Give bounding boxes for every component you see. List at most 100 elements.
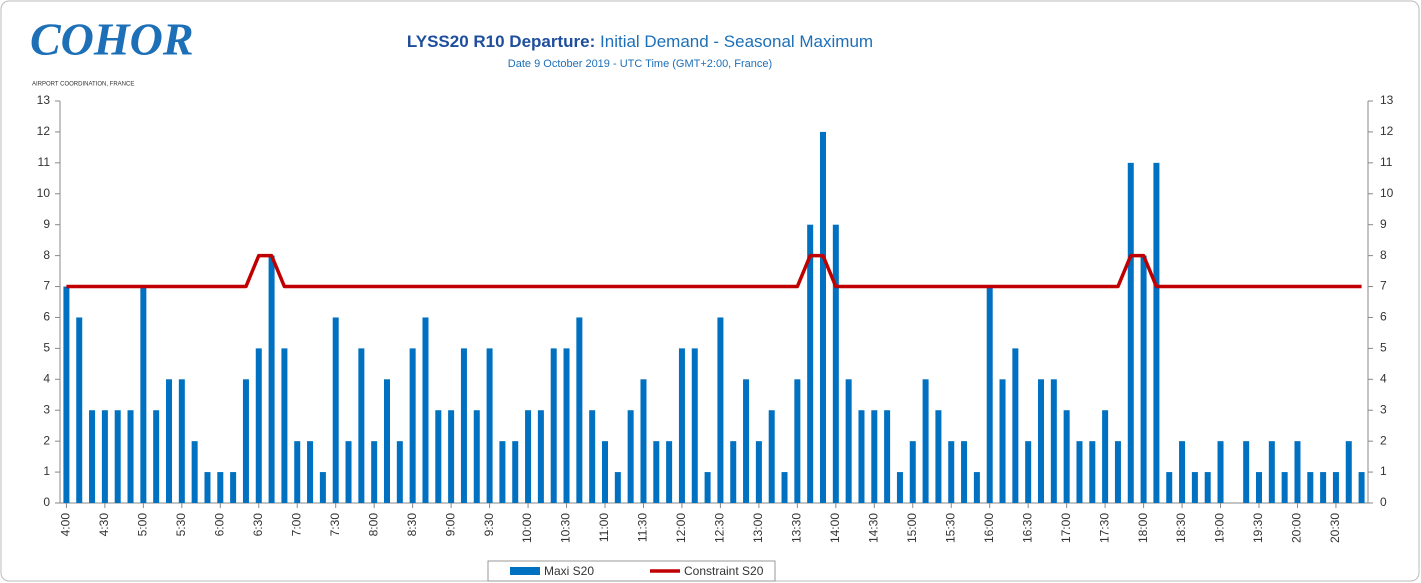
- bar: [704, 472, 711, 503]
- bar: [691, 348, 698, 503]
- y2-tick-label: 4: [1380, 371, 1387, 385]
- x-tick-label: 11:30: [636, 513, 650, 542]
- bar: [166, 379, 172, 503]
- y-tick-label: 8: [43, 248, 50, 262]
- bar: [845, 379, 852, 503]
- bar: [319, 472, 326, 503]
- y-tick-label: 12: [37, 124, 51, 138]
- y-tick-label: 10: [37, 186, 51, 200]
- y-tick-label: 6: [43, 310, 50, 324]
- y-tick-label: 5: [43, 341, 50, 355]
- bar: [781, 472, 788, 503]
- y2-tick-label: 12: [1380, 124, 1394, 138]
- bar: [191, 441, 198, 503]
- x-tick-label: 7:00: [289, 513, 303, 537]
- bar: [525, 410, 532, 503]
- bar: [1345, 441, 1352, 503]
- bar: [550, 348, 557, 503]
- x-tick-label: 19:00: [1213, 513, 1227, 543]
- x-tick-label: 11:00: [597, 513, 611, 542]
- bar: [448, 410, 455, 503]
- x-tick-label: 7:30: [328, 513, 342, 537]
- bar: [1089, 441, 1096, 503]
- bar: [717, 317, 724, 503]
- bar: [1038, 379, 1044, 503]
- x-tick-label: 4:30: [97, 513, 111, 537]
- legend-box: [487, 560, 776, 582]
- x-tick-label: 10:30: [559, 513, 573, 543]
- bar: [435, 410, 442, 503]
- legend-label: Maxi S20: [544, 564, 594, 578]
- bar: [358, 348, 365, 503]
- x-tick-label: 20:30: [1328, 513, 1342, 543]
- y-tick-label: 11: [38, 155, 51, 169]
- x-tick-label: 15:00: [905, 513, 919, 543]
- bar: [63, 286, 70, 503]
- bar: [576, 317, 583, 503]
- bar: [935, 410, 942, 503]
- y2-tick-label: 0: [1380, 495, 1387, 509]
- bar: [743, 379, 750, 503]
- x-tick-label: 18:30: [1174, 513, 1188, 543]
- y2-tick-label: 10: [1380, 186, 1394, 200]
- bar: [281, 348, 288, 503]
- y-tick-label: 9: [43, 217, 50, 231]
- bar: [1166, 472, 1173, 503]
- bar: [602, 441, 608, 503]
- bar: [371, 441, 378, 503]
- x-tick-label: 5:30: [174, 513, 188, 537]
- x-tick-label: 10:00: [520, 513, 534, 543]
- bar: [807, 224, 814, 503]
- bar: [1076, 441, 1083, 503]
- x-tick-label: 6:30: [251, 513, 265, 537]
- bar: [537, 410, 544, 503]
- chart-subtitle: Date 9 October 2019 - UTC Time (GMT+2:00…: [508, 58, 772, 70]
- bar: [89, 410, 96, 503]
- bar: [755, 441, 762, 503]
- bar: [1204, 472, 1211, 503]
- bar: [1191, 472, 1198, 503]
- title-lead: LYSS20 R10 Departure:: [407, 32, 595, 51]
- x-tick-label: 8:00: [366, 513, 380, 537]
- bar: [922, 379, 929, 503]
- bar: [832, 224, 839, 503]
- bar: [178, 379, 185, 503]
- bar: [986, 286, 993, 503]
- bar: [1307, 472, 1314, 503]
- bar: [1281, 472, 1288, 503]
- bar: [473, 410, 480, 503]
- bar: [614, 472, 621, 503]
- x-tick-label: 16:30: [1020, 513, 1034, 543]
- bar: [307, 441, 314, 503]
- bar: [896, 472, 903, 503]
- x-tick-label: 8:30: [405, 513, 419, 537]
- x-tick-label: 5:00: [136, 513, 150, 537]
- bar: [204, 472, 211, 503]
- bar: [1063, 410, 1070, 503]
- bar: [140, 286, 147, 503]
- y2-tick-label: 8: [1380, 248, 1387, 262]
- bar: [1153, 162, 1160, 503]
- y2-tick-label: 11: [1380, 155, 1393, 169]
- x-tick-label: 9:30: [482, 513, 496, 537]
- logo-caption: AIRPORT COORDINATION, FRANCE: [32, 82, 134, 88]
- bar: [1127, 162, 1134, 503]
- bar: [1179, 441, 1186, 503]
- y2-tick-label: 9: [1380, 217, 1387, 231]
- bar: [384, 379, 390, 503]
- bar: [1114, 441, 1121, 503]
- x-tick-label: 9:00: [443, 513, 457, 537]
- y2-tick-label: 2: [1380, 433, 1387, 447]
- x-tick-label: 18:00: [1136, 513, 1150, 543]
- bar: [294, 441, 301, 503]
- y-tick-label: 3: [43, 402, 50, 416]
- x-tick-label: 4:00: [59, 513, 73, 537]
- bar: [627, 410, 634, 503]
- bar: [1358, 472, 1365, 503]
- y-tick-label: 1: [43, 464, 50, 478]
- bar: [255, 348, 262, 503]
- bar: [973, 472, 980, 503]
- bar: [871, 410, 878, 503]
- y2-tick-label: 3: [1380, 402, 1387, 416]
- legend-label: Constraint S20: [684, 564, 764, 578]
